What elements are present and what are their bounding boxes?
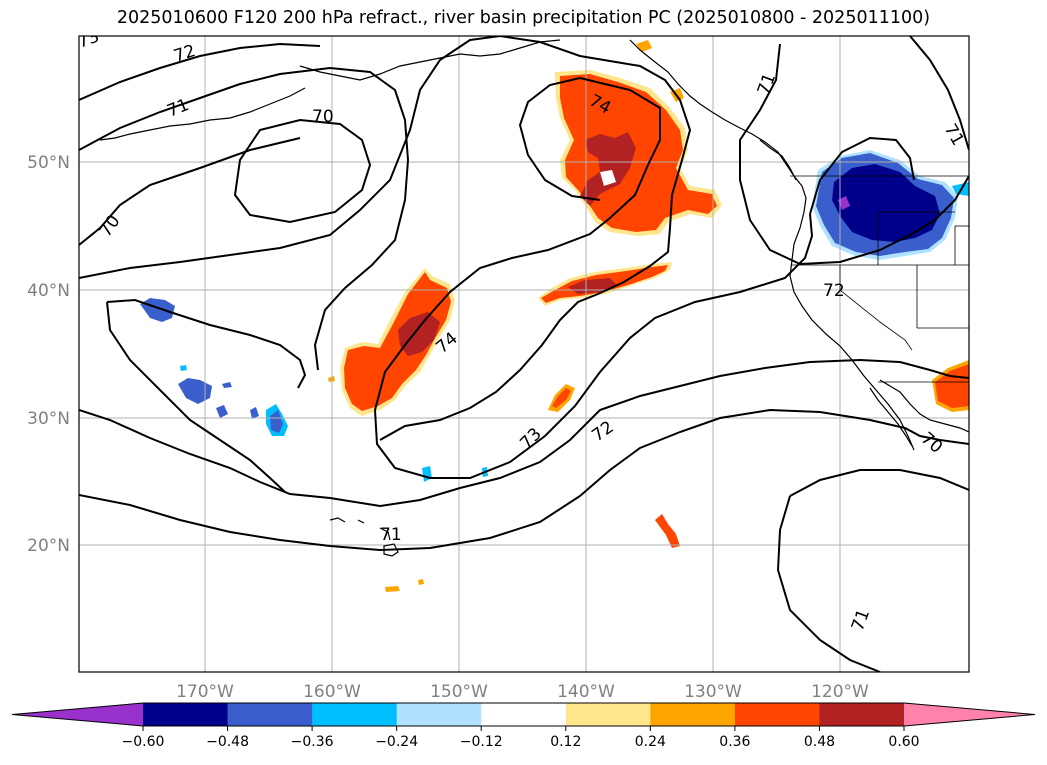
contour-label: 71 bbox=[380, 525, 402, 545]
shaded-region bbox=[600, 170, 616, 186]
colorbar: −0.60 −0.48 −0.36 −0.24 −0.12 0.12 0.24 0.36 0.4… bbox=[11, 702, 1036, 750]
lon-label-130w: 130°W bbox=[684, 682, 742, 702]
colorbar-tick-label: −0.36 bbox=[291, 734, 334, 750]
colorbar-swatch bbox=[819, 703, 905, 726]
negative-precip-regions bbox=[140, 150, 969, 482]
colorbar-tick-label: 0.36 bbox=[719, 734, 750, 750]
lon-label-120w: 120°W bbox=[811, 682, 869, 702]
contour-line bbox=[106, 301, 286, 493]
longitude-labels: 170°W 160°W 150°W 140°W 130°W 120°W bbox=[176, 682, 869, 702]
lat-label-50n: 50°N bbox=[27, 153, 70, 173]
contour-line bbox=[79, 408, 969, 552]
refractivity-contours bbox=[79, 36, 969, 672]
map-frame bbox=[78, 35, 970, 673]
shaded-region bbox=[552, 388, 571, 408]
colorbar-swatch bbox=[650, 703, 736, 726]
shaded-region bbox=[636, 40, 652, 52]
shaded-region bbox=[832, 164, 940, 242]
contour-line bbox=[809, 136, 915, 215]
coastlines bbox=[99, 39, 969, 557]
graticule bbox=[79, 36, 969, 672]
lon-label-160w: 160°W bbox=[303, 682, 361, 702]
lon-label-150w: 150°W bbox=[430, 682, 488, 702]
colorbar-swatch bbox=[734, 703, 820, 726]
shaded-region bbox=[250, 407, 259, 419]
shaded-region bbox=[580, 132, 636, 206]
colorbar-swatch bbox=[143, 703, 229, 726]
lon-label-140w: 140°W bbox=[557, 682, 615, 702]
shaded-region bbox=[270, 410, 283, 433]
contour-line bbox=[106, 298, 307, 389]
colorbar-tick-label: 0.48 bbox=[804, 734, 835, 750]
shaded-region bbox=[222, 382, 232, 388]
contour-line bbox=[739, 43, 969, 266]
colorbar-tick-label: 0.24 bbox=[635, 734, 666, 750]
coastline-aleutians bbox=[99, 87, 306, 141]
coastline-hawaii bbox=[329, 517, 399, 557]
shaded-region bbox=[178, 378, 212, 404]
contour-line bbox=[79, 42, 321, 101]
latitude-labels: 50°N 40°N 30°N 20°N bbox=[27, 153, 70, 556]
contour-line bbox=[79, 36, 501, 279]
map-panel: 73 72 71 70 70 74 71 71 72 74 73 72 71 7… bbox=[79, 36, 969, 672]
shaded-region bbox=[398, 312, 440, 356]
shaded-region bbox=[344, 272, 451, 411]
lon-label-170w: 170°W bbox=[176, 682, 234, 702]
colorbar-swatch bbox=[227, 703, 313, 726]
contour-line bbox=[79, 358, 969, 508]
coastline-alaska bbox=[629, 39, 915, 451]
shaded-region bbox=[935, 364, 969, 408]
coastline-alaska-south bbox=[299, 39, 561, 81]
shaded-region bbox=[655, 514, 680, 548]
colorbar-swatch bbox=[396, 703, 482, 726]
coastline-vancouver bbox=[759, 139, 797, 181]
shaded-region bbox=[216, 405, 228, 418]
shaded-region bbox=[385, 586, 400, 592]
lat-label-40n: 40°N bbox=[27, 281, 70, 301]
coastline-mexico bbox=[879, 379, 969, 433]
contour-line bbox=[233, 118, 372, 224]
contour-line bbox=[518, 77, 601, 201]
colorbar-extend-low bbox=[12, 703, 143, 726]
colorbar-swatch bbox=[481, 703, 567, 726]
colorbar-swatch bbox=[565, 703, 651, 726]
colorbar-swatch bbox=[312, 703, 398, 726]
colorbar-tick-label: −0.60 bbox=[122, 734, 165, 750]
contour-line bbox=[909, 36, 969, 151]
lat-label-20n: 20°N bbox=[27, 536, 70, 556]
colorbar-tick-label: −0.12 bbox=[460, 734, 503, 750]
positive-precip-regions bbox=[328, 40, 969, 592]
contour-line bbox=[776, 495, 881, 672]
lat-label-30n: 30°N bbox=[27, 409, 70, 429]
shaded-region bbox=[418, 579, 424, 585]
shaded-region bbox=[838, 196, 850, 210]
shaded-region bbox=[180, 365, 187, 371]
colorbar-extend-high bbox=[904, 703, 1035, 726]
colorbar-tick-label: 0.60 bbox=[888, 734, 919, 750]
coastline-baja bbox=[869, 387, 913, 447]
colorbar-tick-label: −0.24 bbox=[375, 734, 418, 750]
contour-label: 72 bbox=[823, 281, 845, 301]
contour-line bbox=[79, 137, 301, 246]
map-title: 2025010600 F120 200 hPa refract., river … bbox=[116, 8, 931, 28]
contour-line bbox=[79, 66, 410, 371]
contour-label: 70 bbox=[312, 107, 334, 127]
contour-line bbox=[379, 36, 692, 441]
colorbar-tick-label: 0.12 bbox=[550, 734, 581, 750]
contour-line bbox=[373, 77, 814, 479]
colorbar-tick-label: −0.48 bbox=[206, 734, 249, 750]
contour-line bbox=[789, 469, 969, 497]
